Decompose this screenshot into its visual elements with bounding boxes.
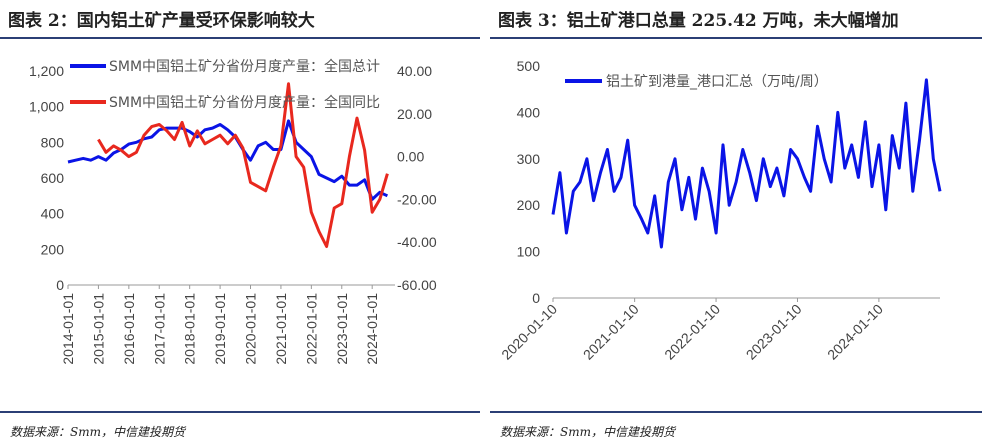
x-tick-label: 2021-01-10 [580,301,642,363]
right-chart-svg: 0 100 200 300 400 500 2020-01-10 2021-01-10 2022… [498,58,942,363]
right-source-rule [490,411,982,413]
legend-label: SMM中国铝土矿分省份月度产量：全国总计 [109,58,380,75]
x-tick-label: 2016-01-01 [121,293,137,365]
port-arrivals-line [551,78,942,249]
right-chart-y-tick-label: 300 [517,151,541,167]
right-y-tick-label: -40.00 [397,234,437,250]
left-title-rule [0,37,480,39]
left-y-tick-label: 800 [41,134,65,150]
right-chart-y-tick-label: 500 [517,58,541,74]
right-chart-panel: 图表 3：铝土矿港口总量 225.42 万吨，未大幅增加 0 100 200 300 4… [490,0,982,448]
x-tick-label: 2022-01-01 [303,293,319,365]
left-y-tick-label: 400 [41,206,65,222]
right-y-tick-label: -60.00 [397,277,437,293]
right-y-tick-label: -20.00 [397,191,437,207]
left-source-rule [0,411,480,413]
x-tick-label: 2021-01-01 [273,293,289,365]
x-tick-label: 2015-01-01 [90,293,106,365]
left-chart-svg: 0 200 400 600 800 1,000 1,200 -60.00 -40.00 -20.0… [29,58,437,365]
left-y-tick-label: 1,200 [29,63,64,79]
left-y-tick-label: 600 [41,170,65,186]
right-chart-y-tick-label: 100 [517,244,541,260]
x-tick-label: 2014-01-01 [60,293,76,365]
right-chart-y-tick-label: 200 [517,197,541,213]
right-figure-title: 图表 3：铝土矿港口总量 225.42 万吨，未大幅增加 [498,11,899,31]
left-y-tick-label: 0 [56,277,64,293]
x-tick-label: 2023-01-10 [743,301,805,363]
legend-label: SMM中国铝土矿分省份月度产量：全国同比 [109,94,380,111]
right-chart-y-tick-label: 0 [532,290,540,306]
x-tick-label: 2022-01-10 [661,301,723,363]
legend-label: 铝土矿到港量_港口汇总（万吨/周） [606,74,828,90]
x-tick-label: 2020-01-01 [243,293,259,365]
right-title-rule [490,37,982,39]
left-figure-title: 图表 2：国内铝土矿产量受环保影响较大 [8,11,315,31]
right-chart-y-tick-label: 400 [517,104,541,120]
left-y-tick-label: 200 [41,241,65,257]
right-source-note: 数据来源：Smm，中信建投期货 [500,425,675,439]
x-tick-label: 2024-01-10 [824,301,886,363]
x-tick-label: 2020-01-10 [498,301,560,363]
x-tick-label: 2017-01-01 [151,293,167,365]
total-output-line [67,119,389,201]
left-y-tick-label: 1,000 [29,99,64,115]
right-y-tick-label: 20.00 [397,106,432,122]
left-chart-panel: 图表 2：国内铝土矿产量受环保影响较大 0 200 400 600 800 1,000 1,… [0,0,480,448]
x-tick-label: 2019-01-01 [212,293,228,365]
yoy-growth-line [97,82,389,248]
right-y-tick-label: 0.00 [397,149,424,165]
x-tick-label: 2024-01-01 [364,293,380,365]
x-tick-label: 2018-01-01 [182,293,198,365]
left-source-note: 数据来源：Smm，中信建投期货 [10,425,185,439]
x-tick-label: 2023-01-01 [334,293,350,365]
right-y-tick-label: 40.00 [397,63,432,79]
